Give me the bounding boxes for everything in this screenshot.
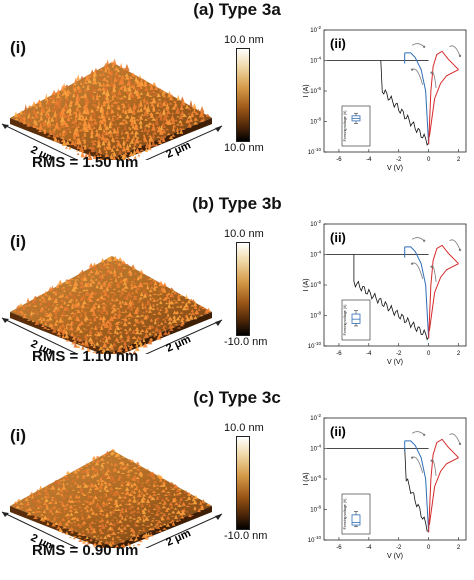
y-tick-label: 10-6	[310, 280, 321, 289]
inset-y-label: Forming voltage (V)	[343, 111, 347, 142]
colorbar-max-label: 10.0 nm	[224, 34, 264, 46]
rms-value: RMS = 1.10 nm	[32, 348, 138, 365]
x-tick-label: -4	[366, 351, 372, 357]
x-axis-label: V (V)	[387, 359, 403, 366]
colorbar-min-label: -10.0 nm	[224, 530, 267, 542]
y-tick-label: 10-10	[308, 341, 322, 350]
x-tick-label: -6	[336, 545, 342, 551]
arrow-head	[411, 262, 413, 264]
x-tick-label: 0	[427, 157, 431, 163]
height-colorbar	[236, 436, 250, 530]
y-tick-label: 10-6	[310, 474, 321, 483]
iv-label: (ii)	[330, 36, 346, 51]
arrow-head	[423, 434, 425, 436]
x-tick-label: -2	[396, 351, 402, 357]
panel-title: (a) Type 3a	[0, 0, 474, 20]
y-tick-label: 10-4	[310, 250, 321, 259]
iv-curve-plot: -6 -4 -2 0 2 10-10 10-8 10-6 10-4 10-2 V (V) I (A) (…	[300, 218, 470, 368]
y-tick-label: 10-8	[310, 505, 321, 514]
x-axis-label: V (V)	[387, 553, 403, 560]
arrow-head	[411, 456, 413, 458]
y-tick-label: 10-10	[308, 147, 322, 156]
arrow-head	[430, 460, 432, 462]
height-colorbar	[236, 48, 250, 142]
arrow-head	[459, 249, 461, 251]
rms-value: RMS = 1.50 nm	[32, 154, 138, 171]
dim-label-y: 2 μm	[164, 139, 193, 160]
y-axis-label: I (A)	[303, 84, 310, 97]
arrow-head	[459, 443, 461, 445]
iv-curve-plot: -6 -4 -2 0 2 10-10 10-8 10-6 10-4 10-2 V (V) I (A) (…	[300, 412, 470, 562]
y-tick-label: 10-2	[310, 25, 321, 34]
arrow-head	[423, 46, 425, 48]
dim-label-y: 2 μm	[164, 333, 193, 354]
x-tick-label: -4	[366, 157, 372, 163]
arrow-head	[430, 72, 432, 74]
inset-y-label: Forming voltage (V)	[343, 499, 347, 530]
x-tick-label: -6	[336, 157, 342, 163]
iv-label: (ii)	[330, 230, 346, 245]
dim-label-y: 2 μm	[164, 527, 193, 548]
inset-box	[352, 515, 360, 525]
x-tick-label: 2	[457, 545, 461, 551]
y-tick-label: 10-4	[310, 56, 321, 65]
x-tick-label: 2	[457, 157, 461, 163]
y-tick-label: 10-2	[310, 219, 321, 228]
height-colorbar	[236, 242, 250, 336]
x-tick-label: -4	[366, 545, 372, 551]
arrow-head	[215, 514, 222, 520]
x-tick-label: 2	[457, 351, 461, 357]
inset-y-label: Forming voltage (V)	[343, 305, 347, 336]
colorbar-min-label: 10.0 nm	[224, 142, 264, 154]
x-tick-label: 0	[427, 545, 431, 551]
inset-box	[352, 314, 360, 323]
x-tick-label: -6	[336, 351, 342, 357]
arrow-head	[411, 68, 413, 70]
iv-label: (ii)	[330, 424, 346, 439]
y-tick-label: 10-6	[310, 86, 321, 95]
y-tick-label: 10-8	[310, 117, 321, 126]
arrow-head	[459, 55, 461, 57]
arrow-head	[423, 240, 425, 242]
colorbar-min-label: -10.0 nm	[224, 336, 267, 348]
x-axis-label: V (V)	[387, 165, 403, 172]
arrow-head	[215, 126, 222, 132]
rms-value: RMS = 0.90 nm	[32, 542, 138, 559]
x-tick-label: 0	[427, 351, 431, 357]
y-tick-label: 10-4	[310, 444, 321, 453]
colorbar-max-label: 10.0 nm	[224, 422, 264, 434]
y-tick-label: 10-8	[310, 311, 321, 320]
y-tick-label: 10-2	[310, 413, 321, 422]
panel-title: (b) Type 3b	[0, 194, 474, 214]
y-tick-label: 10-10	[308, 535, 322, 544]
panel-title: (c) Type 3c	[0, 388, 474, 408]
arrow-head	[430, 266, 432, 268]
arrow-head	[215, 320, 222, 326]
colorbar-max-label: 10.0 nm	[224, 228, 264, 240]
x-tick-label: -2	[396, 545, 402, 551]
x-tick-label: -2	[396, 157, 402, 163]
y-axis-label: I (A)	[303, 472, 310, 485]
y-axis-label: I (A)	[303, 278, 310, 291]
iv-curve-plot: -6 -4 -2 0 2 10-10 10-8 10-6 10-4 10-2 V (V) I (A) (…	[300, 24, 470, 174]
